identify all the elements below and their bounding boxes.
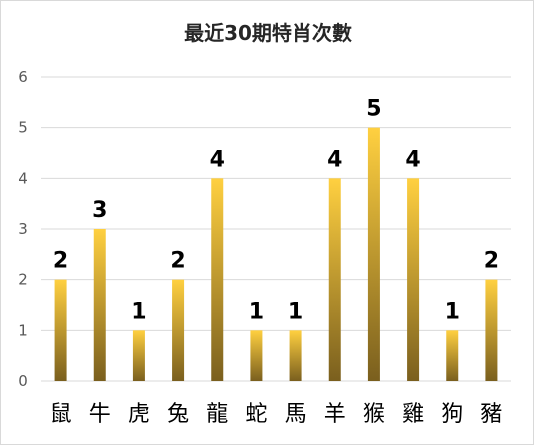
x-tick-label: 狗 — [441, 402, 463, 427]
bar — [250, 330, 263, 381]
x-tick-label: 牛 — [89, 402, 111, 427]
y-axis-ticks: 0 1 2 3 4 5 6 — [18, 68, 28, 390]
y-tick-label: 1 — [18, 321, 28, 339]
data-label: 4 — [327, 147, 342, 172]
bar — [485, 279, 498, 381]
bar — [93, 229, 106, 381]
x-tick-label: 猴 — [363, 402, 385, 427]
y-tick-label: 0 — [18, 372, 28, 390]
y-tick-label: 6 — [18, 68, 28, 86]
data-label: 1 — [445, 299, 460, 324]
gridlines — [41, 76, 511, 382]
x-tick-label: 兔 — [167, 402, 189, 427]
bar — [54, 279, 67, 381]
data-label: 2 — [170, 249, 185, 274]
x-tick-label: 豬 — [480, 402, 502, 427]
data-label: 2 — [53, 249, 68, 274]
bar — [407, 178, 420, 381]
chart-title: 最近30期特肖次數 — [184, 21, 352, 45]
bar — [211, 178, 224, 381]
data-label: 2 — [484, 249, 499, 274]
x-tick-label: 龍 — [206, 402, 228, 427]
x-tick-label: 雞 — [402, 402, 424, 427]
data-label: 3 — [92, 198, 107, 223]
bar — [289, 330, 302, 381]
data-label: 4 — [405, 147, 420, 172]
data-label: 1 — [131, 299, 146, 324]
bar — [446, 330, 459, 381]
bar — [367, 127, 380, 382]
x-tick-label: 蛇 — [245, 402, 267, 427]
y-tick-label: 2 — [18, 271, 28, 289]
y-tick-label: 5 — [18, 119, 28, 137]
y-tick-label: 4 — [18, 169, 28, 187]
x-tick-label: 鼠 — [50, 402, 72, 427]
bar — [328, 178, 341, 381]
data-label: 1 — [288, 299, 303, 324]
bars — [54, 127, 498, 382]
x-tick-label: 馬 — [285, 402, 307, 427]
y-tick-label: 3 — [18, 220, 28, 238]
data-label: 1 — [249, 299, 264, 324]
data-label: 5 — [366, 97, 381, 122]
x-tick-label: 羊 — [324, 402, 346, 427]
bar — [172, 279, 185, 381]
bar — [132, 330, 145, 381]
data-label: 4 — [210, 147, 225, 172]
x-axis-ticks: 鼠牛虎兔龍蛇馬羊猴雞狗豬 — [50, 402, 503, 427]
x-tick-label: 虎 — [128, 402, 150, 427]
